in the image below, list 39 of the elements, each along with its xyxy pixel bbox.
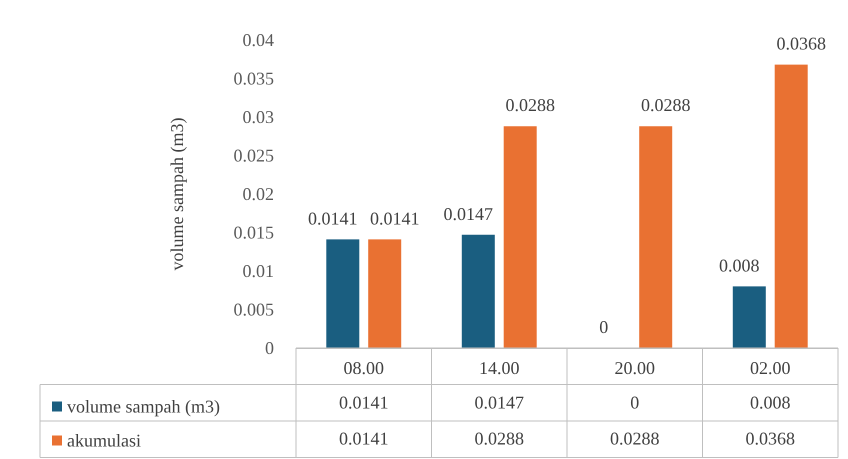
bar [368,239,402,348]
y-tick-label: 0.01 [242,261,274,281]
data-label: 0.0147 [474,392,524,414]
annotation: 0.008 [719,255,760,276]
x-tick-label: 08.00 [344,358,384,378]
data-label: 0.0368 [746,428,795,450]
data-label: 0.0288 [474,428,524,450]
y-tick-label: 0.03 [242,107,274,127]
y-tick-label: 0.025 [234,146,274,166]
bar [774,64,808,348]
legend-label: akumulasi [67,430,141,450]
data-label: 0.0288 [610,428,660,450]
annotation: 0.0288 [640,95,690,116]
annotation: 0.0141 [370,208,420,228]
bar [326,239,360,348]
annotation: 0.0368 [776,34,826,54]
annotation: 0.0147 [444,204,494,224]
y-tick-label: 0 [265,338,274,358]
y-axis-title: volume sampah (m3) [167,118,187,270]
data-label: 0.0141 [339,392,388,414]
data-label: 0.008 [750,392,790,414]
annotation: 0.0288 [505,95,555,116]
y-tick-label: 0.015 [234,222,274,242]
y-tick-label: 0.005 [234,300,274,320]
annotation: 0 [599,317,608,337]
bar [732,286,766,348]
bar [639,126,672,348]
x-tick-label: 14.00 [479,358,520,378]
bar [462,234,495,348]
annotation: 0.0141 [308,208,358,228]
data-label: 0.0141 [339,428,388,450]
x-tick-label: 02.00 [750,358,790,378]
legend-label: volume sampah (m3) [67,396,220,416]
y-tick-label: 0.04 [242,30,274,50]
x-tick-label: 20.00 [614,358,655,378]
data-label: 0 [630,392,640,414]
y-tick-label: 0.035 [234,68,274,88]
y-tick-label: 0.02 [242,184,274,204]
bar [504,126,537,348]
